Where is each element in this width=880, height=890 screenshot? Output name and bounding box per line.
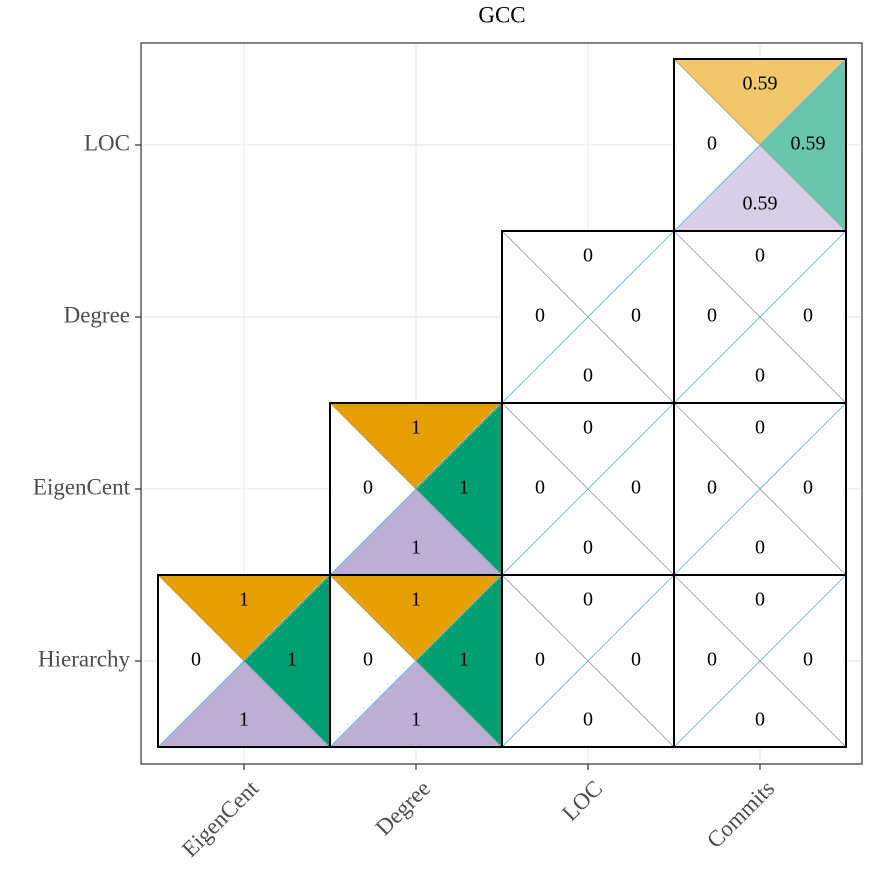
value-label: 1	[459, 649, 469, 671]
quadrant	[330, 403, 502, 489]
diagonal	[157, 574, 331, 748]
value-label: 1	[459, 477, 469, 499]
value-label: 0	[755, 589, 765, 611]
diagonal	[673, 574, 847, 748]
value-label: 0	[583, 709, 593, 731]
quadrant	[674, 59, 846, 145]
cell-border	[673, 58, 847, 232]
diagonal	[673, 58, 847, 232]
value-label: 0	[583, 589, 593, 611]
value-label: 0	[631, 477, 641, 499]
quadrant	[158, 661, 330, 747]
value-label: 0	[363, 477, 373, 499]
value-label: 0	[755, 537, 765, 559]
value-label: 0	[803, 477, 813, 499]
value-label: 0.59	[743, 73, 778, 95]
value-label: 0	[755, 709, 765, 731]
quadrant	[760, 59, 846, 231]
value-label: 1	[411, 709, 421, 731]
quadrant	[244, 575, 330, 747]
quadrant	[674, 145, 846, 231]
value-label: 1	[239, 589, 249, 611]
value-label: 0	[755, 417, 765, 439]
value-label: 0	[803, 305, 813, 327]
value-label: 0	[755, 365, 765, 387]
value-label: 0	[803, 649, 813, 671]
value-label: 0	[707, 477, 717, 499]
value-label: 0	[535, 477, 545, 499]
value-label: 0	[363, 649, 373, 671]
value-label: 1	[287, 649, 297, 671]
value-label: 0	[535, 649, 545, 671]
value-label: 0	[583, 245, 593, 267]
value-label: 0	[631, 649, 641, 671]
value-label: 0	[707, 305, 717, 327]
value-label: 0.59	[791, 133, 826, 155]
quadrant	[330, 575, 502, 661]
cells: 1 1 1 0 1 1 1 0 0 0 0 0 0 0 0 0 1 1 1 0 0 0 0 0 0 0 0 0 0 0 0 0 0 0 0 0 0.59…	[157, 58, 847, 748]
value-label: 0	[583, 365, 593, 387]
value-label: 1	[411, 417, 421, 439]
value-label: 0	[535, 305, 545, 327]
value-label: 0	[191, 649, 201, 671]
diagonal	[501, 402, 675, 576]
diagonal	[329, 402, 503, 576]
value-label: 0	[631, 305, 641, 327]
y-tick-label: EigenCent	[33, 474, 131, 499]
diagonal	[673, 230, 847, 404]
diagonal	[501, 230, 675, 404]
quadrant	[416, 575, 502, 747]
diagonal	[673, 402, 847, 576]
chart-title: GCC	[478, 2, 525, 27]
y-tick-label: Hierarchy	[38, 646, 130, 671]
quadrant	[416, 403, 502, 575]
value-label: 0	[707, 133, 717, 155]
value-label: 0	[707, 649, 717, 671]
y-tick-label: Degree	[64, 302, 130, 327]
value-label: 0	[583, 537, 593, 559]
diagonal	[329, 574, 503, 748]
value-label: 0	[755, 245, 765, 267]
y-tick-label: LOC	[84, 130, 130, 155]
quadrant	[330, 489, 502, 575]
quadrant	[330, 661, 502, 747]
value-label: 0	[583, 417, 593, 439]
value-label: 1	[239, 709, 249, 731]
value-label: 1	[411, 589, 421, 611]
diagonal	[501, 574, 675, 748]
value-label: 1	[411, 537, 421, 559]
value-label: 0.59	[743, 193, 778, 215]
quadrant	[158, 575, 330, 661]
panel-border	[140, 42, 863, 765]
